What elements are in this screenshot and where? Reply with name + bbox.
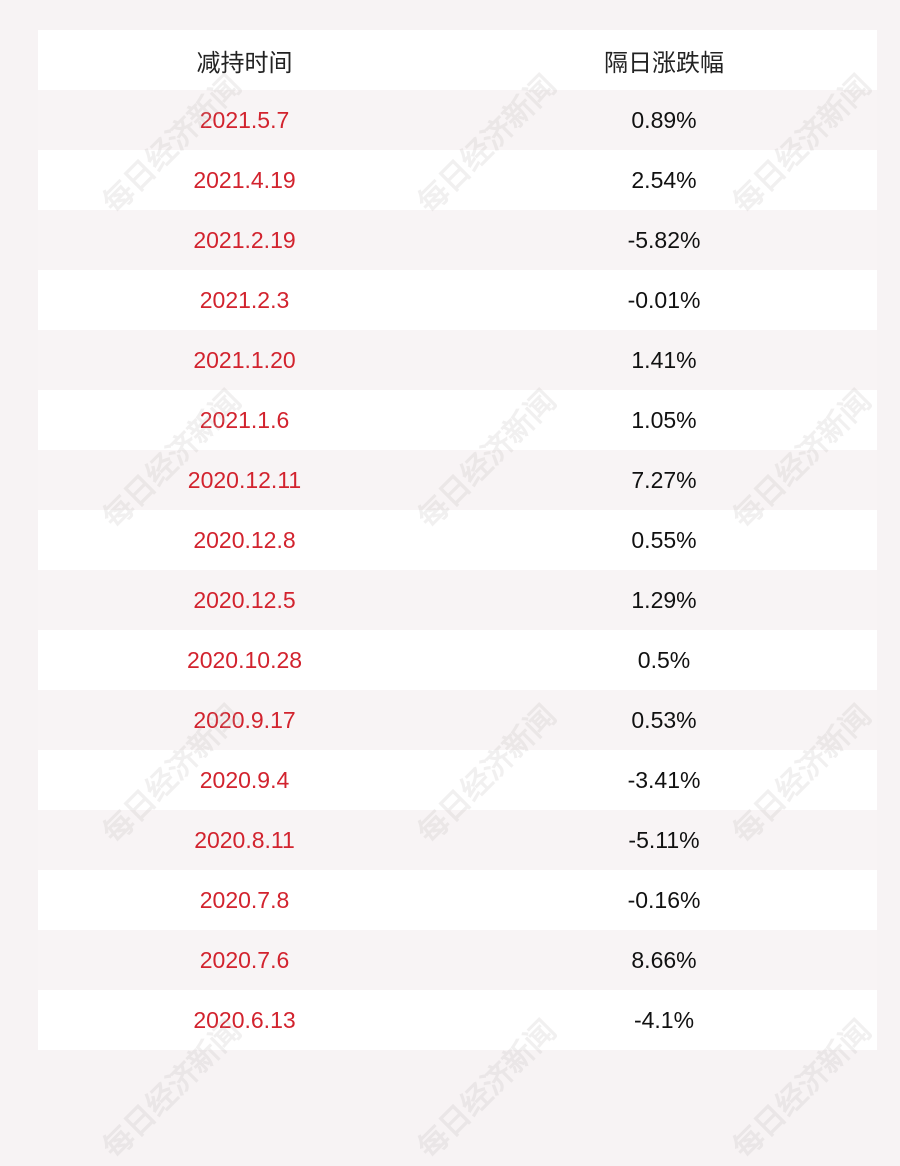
- table-row: 2020.8.11 -5.11%: [38, 810, 877, 870]
- date-cell: 2020.12.5: [193, 586, 296, 613]
- table-row: 2020.9.4 -3.41%: [38, 750, 877, 810]
- date-cell: 2020.12.8: [193, 526, 296, 553]
- change-cell: -0.16%: [627, 886, 701, 913]
- date-cell: 2021.4.19: [193, 166, 296, 193]
- date-cell: 2020.6.13: [193, 1006, 296, 1033]
- change-cell: 8.66%: [631, 946, 697, 973]
- table-row: 2020.10.28 0.5%: [38, 630, 877, 690]
- change-cell: -0.01%: [627, 286, 701, 313]
- table-row: 2020.7.8 -0.16%: [38, 870, 877, 930]
- table-row: 2021.2.3 -0.01%: [38, 270, 877, 330]
- date-cell: 2021.5.7: [199, 106, 290, 133]
- date-cell: 2020.8.11: [194, 826, 295, 853]
- header-cell: 减持时间: [196, 49, 293, 77]
- table-row: 2021.1.20 1.41%: [38, 330, 877, 390]
- page: 减持时间 隔日涨跌幅 2021.5.7 0.89% 2021.4.19 2.54% 20…: [38, 30, 879, 1166]
- change-cell: 7.27%: [631, 466, 697, 493]
- date-cell: 2021.1.6: [199, 406, 290, 433]
- change-cell: -3.41%: [627, 766, 701, 793]
- table-row: 2020.12.5 1.29%: [38, 570, 877, 630]
- date-cell: 2020.7.6: [199, 946, 290, 973]
- table-row: 2021.5.7 0.89%: [38, 90, 877, 150]
- table-row: 2021.1.6 1.05%: [38, 390, 877, 450]
- date-cell: 2021.2.19: [193, 226, 296, 253]
- table-row: 2020.9.17 0.53%: [38, 690, 877, 750]
- change-cell: -5.11%: [628, 826, 700, 853]
- header-row: 减持时间 隔日涨跌幅: [38, 30, 877, 90]
- change-cell: 1.05%: [631, 406, 697, 433]
- table: 减持时间 隔日涨跌幅 2021.5.7 0.89% 2021.4.19 2.54% 20…: [38, 30, 877, 1050]
- change-cell: -4.1%: [633, 1006, 695, 1033]
- table-row: 2021.2.19 -5.82%: [38, 210, 877, 270]
- change-cell: 0.55%: [631, 526, 697, 553]
- change-cell: -5.82%: [627, 226, 701, 253]
- date-cell: 2020.12.11: [187, 466, 302, 493]
- date-cell: 2020.9.4: [199, 766, 290, 793]
- change-cell: 0.5%: [637, 646, 691, 673]
- date-cell: 2020.10.28: [186, 646, 303, 673]
- date-cell: 2020.9.17: [193, 706, 296, 733]
- date-cell: 2021.1.20: [193, 346, 296, 373]
- change-cell: 1.29%: [631, 586, 697, 613]
- change-cell: 0.53%: [631, 706, 697, 733]
- table-row: 2021.4.19 2.54%: [38, 150, 877, 210]
- table-row: 2020.6.13 -4.1%: [38, 990, 877, 1050]
- table-row: 2020.12.11 7.27%: [38, 450, 877, 510]
- change-cell: 1.41%: [631, 346, 697, 373]
- change-cell: 2.54%: [631, 166, 697, 193]
- date-cell: 2021.2.3: [199, 286, 290, 313]
- table-row: 2020.12.8 0.55%: [38, 510, 877, 570]
- change-cell: 0.89%: [631, 106, 697, 133]
- table-row: 2020.7.6 8.66%: [38, 930, 877, 990]
- header-cell: 隔日涨跌幅: [604, 49, 724, 77]
- date-cell: 2020.7.8: [199, 886, 290, 913]
